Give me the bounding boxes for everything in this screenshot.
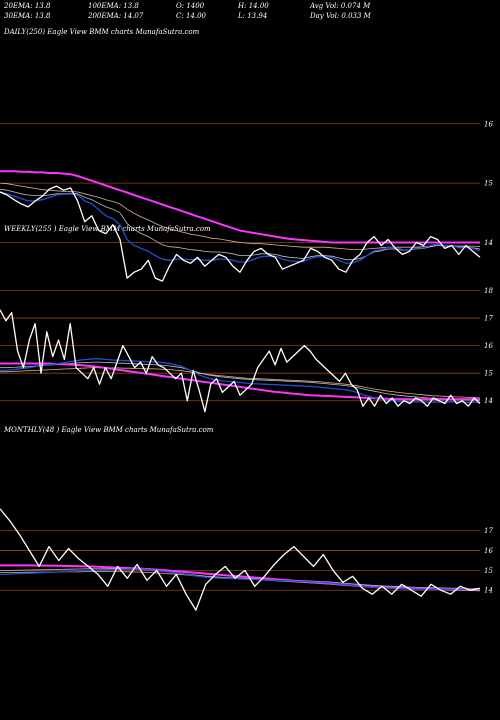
open-label: O: 1400 <box>176 2 205 10</box>
avg-vol-label: Avg Vol: 0.074 M <box>310 2 371 10</box>
y-tick-label: 15 <box>484 370 493 378</box>
series-line-ema-short <box>0 191 481 264</box>
y-tick-label: 16 <box>484 120 493 128</box>
monthly-chart-title: MONTHLY(48 ) Eagle View BMM charts Munaf… <box>4 426 214 434</box>
series-line-price <box>0 508 481 611</box>
ema200-label: 200EMA: 14.07 <box>88 12 144 20</box>
y-tick-label: 17 <box>484 315 493 323</box>
y-tick-label: 16 <box>484 547 493 555</box>
y-tick-label: 14 <box>484 587 493 595</box>
y-tick-label: 18 <box>484 287 493 295</box>
ema20-label: 20EMA: 13.8 <box>4 2 51 10</box>
y-tick-label: 14 <box>484 239 493 247</box>
ema30-label: 30EMA: 13.8 <box>4 12 51 20</box>
y-tick-label: 17 <box>484 527 493 535</box>
series-line-ema-short <box>0 358 481 404</box>
series-line-ema-200 <box>0 170 480 244</box>
series-line-ema-long <box>0 367 481 399</box>
y-tick-label: 16 <box>484 342 493 350</box>
series-line-ema-short <box>0 568 480 590</box>
series-line-ema-200 <box>0 362 480 401</box>
monthly-chart: 17 16 15 14 <box>0 508 493 611</box>
low-label: L: 13.94 <box>238 12 268 20</box>
y-tick-label: 15 <box>484 180 493 188</box>
weekly-chart-title: WEEKLY(255 ) Eagle View BMM charts Munaf… <box>4 225 211 233</box>
daily-chart: 16 15 14 <box>0 120 493 282</box>
weekly-chart: 18 17 16 15 14 <box>0 287 493 413</box>
y-tick-label: 14 <box>484 397 493 405</box>
high-label: H: 14.00 <box>238 2 269 10</box>
day-vol-label: Day Vol: 0.033 M <box>310 12 371 20</box>
series-line-ema-mid <box>0 361 481 401</box>
series-line-ema-long <box>0 182 481 251</box>
series-line-price <box>0 185 481 282</box>
ema100-label: 100EMA: 13.8 <box>88 2 139 10</box>
series-line-ema-mid <box>0 188 481 261</box>
series-line-price <box>0 309 481 413</box>
y-tick-label: 15 <box>484 567 493 575</box>
daily-chart-title: DAILY(250) Eagle View BMM charts MunafaS… <box>4 28 200 36</box>
close-label: C: 14.00 <box>176 12 206 20</box>
